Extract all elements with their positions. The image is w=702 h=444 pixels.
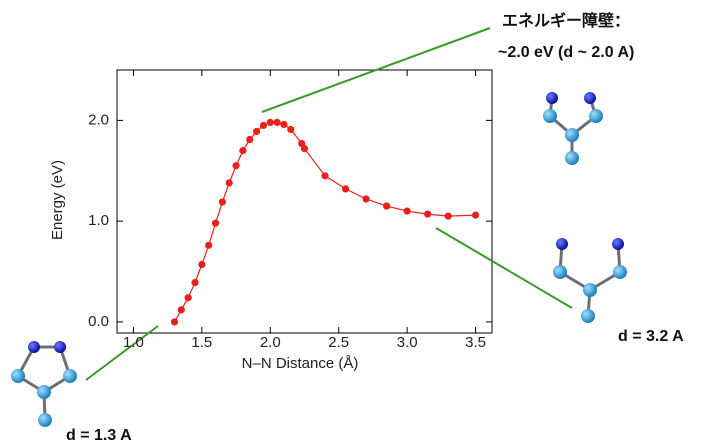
data-point xyxy=(472,212,479,219)
data-point xyxy=(246,136,253,143)
x-tick-label: 2.5 xyxy=(328,334,349,351)
molecule xyxy=(11,341,77,427)
data-point xyxy=(274,119,281,126)
annotation: d = 3.2 A xyxy=(618,328,684,345)
plot-frame xyxy=(117,70,492,333)
data-point xyxy=(424,210,431,217)
chart: N–N Distance (Å) Energy (eV) エネルギー障壁： ~2… xyxy=(0,0,702,444)
molecule xyxy=(553,238,627,323)
data-point xyxy=(383,202,390,209)
x-tick-label: 2.0 xyxy=(260,334,281,351)
data-point xyxy=(171,318,178,325)
data-point xyxy=(362,195,369,202)
data-point xyxy=(342,185,349,192)
x-axis-label: N–N Distance (Å) xyxy=(242,355,359,372)
y-axis-label: Energy (eV) xyxy=(49,160,66,240)
data-point xyxy=(280,121,287,128)
data-point xyxy=(301,145,308,152)
data-point xyxy=(287,126,294,133)
annotation: d = 1.3 A xyxy=(66,427,132,444)
data-point xyxy=(404,207,411,214)
data-point xyxy=(185,294,192,301)
data-point xyxy=(239,147,246,154)
pointer-line xyxy=(436,228,572,308)
data-point xyxy=(226,179,233,186)
series-line xyxy=(174,122,475,322)
y-tick-label: 2.0 xyxy=(88,111,109,128)
x-tick-label: 3.5 xyxy=(465,334,486,351)
data-point xyxy=(205,242,212,249)
data-point xyxy=(178,306,185,313)
data-point xyxy=(260,122,267,129)
y-tick-label: 0.0 xyxy=(88,313,109,330)
annotation: エネルギー障壁： xyxy=(502,11,630,30)
data-point xyxy=(232,162,239,169)
data-point xyxy=(267,119,274,126)
molecule xyxy=(543,92,603,165)
x-tick-label: 1.5 xyxy=(191,334,212,351)
x-tick-label: 3.0 xyxy=(397,334,418,351)
x-tick-label: 1.0 xyxy=(123,334,144,351)
data-point xyxy=(219,198,226,205)
y-tick-label: 1.0 xyxy=(88,212,109,229)
data-point xyxy=(198,261,205,268)
data-point xyxy=(445,213,452,220)
data-point xyxy=(321,172,328,179)
data-point xyxy=(212,220,219,227)
annotation: ~2.0 eV (d ~ 2.0 A) xyxy=(498,44,634,61)
data-point xyxy=(253,128,260,135)
data-point xyxy=(191,279,198,286)
